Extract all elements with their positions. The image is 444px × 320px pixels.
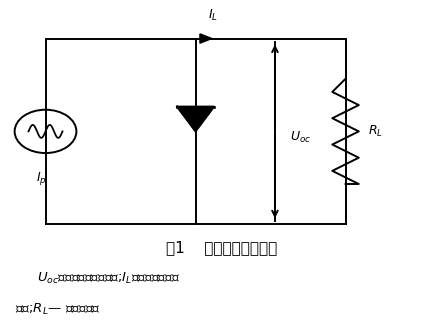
Text: $R_L$: $R_L$ bbox=[368, 124, 383, 139]
Text: $I_p$: $I_p$ bbox=[36, 170, 47, 187]
Polygon shape bbox=[200, 34, 212, 43]
Text: 电流;$R_L$— 负载电阻。: 电流;$R_L$— 负载电阻。 bbox=[15, 302, 100, 317]
Text: $U_{oc}$: $U_{oc}$ bbox=[290, 130, 312, 145]
Text: $U_{oc}$一光伏电池开路电压;$I_L$一光伏电池输出: $U_{oc}$一光伏电池开路电压;$I_L$一光伏电池输出 bbox=[37, 271, 180, 286]
Text: 图1    光伏电池等效模型: 图1 光伏电池等效模型 bbox=[166, 240, 278, 255]
Polygon shape bbox=[177, 107, 214, 132]
Text: $I_L$: $I_L$ bbox=[208, 8, 218, 23]
